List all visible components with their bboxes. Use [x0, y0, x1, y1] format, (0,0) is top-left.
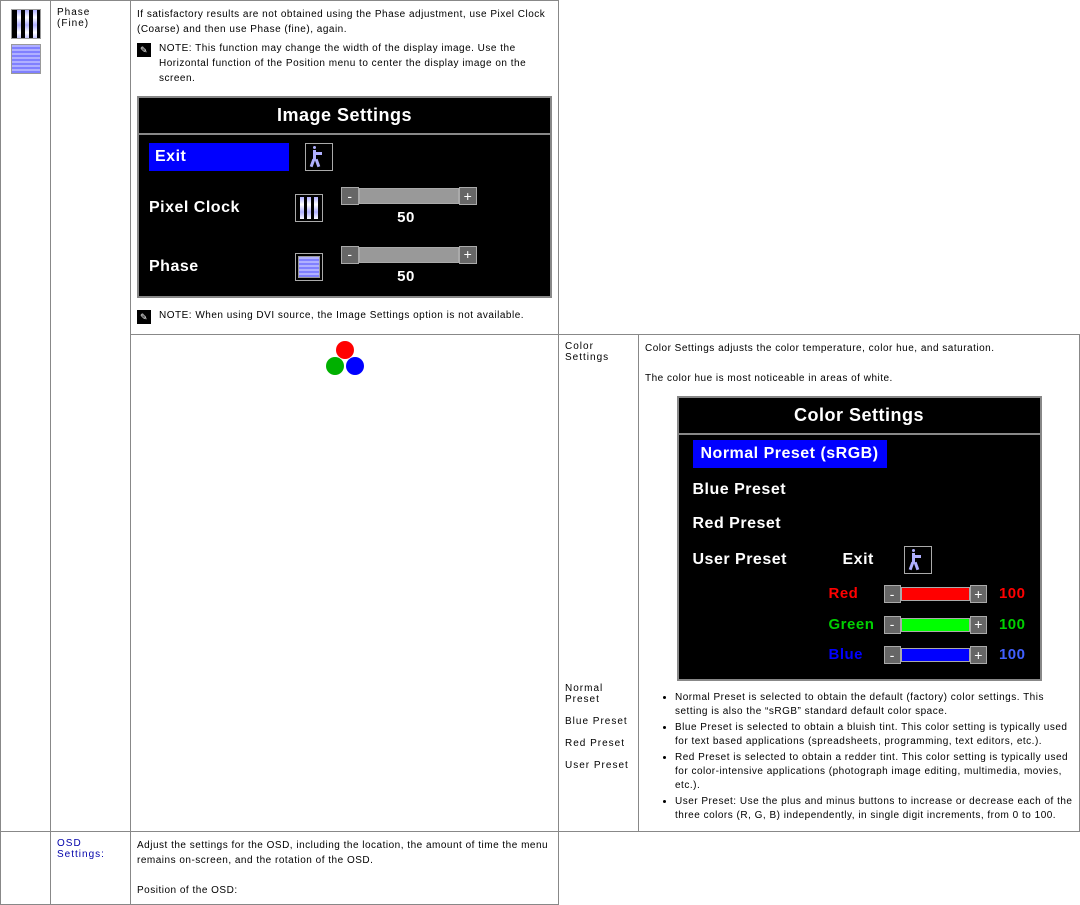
red-preset-option[interactable]: Red Preset — [693, 515, 782, 532]
manual-table: Phase (Fine) If satisfactory results are… — [0, 0, 1080, 905]
color-icon-cell — [131, 335, 559, 832]
pc-minus-button[interactable]: - — [341, 187, 359, 205]
color-content: Color Settings adjusts the color tempera… — [639, 335, 1080, 832]
phase-option[interactable]: Phase — [149, 255, 289, 279]
preset-bullets: Normal Preset is selected to obtain the … — [675, 691, 1073, 823]
blue-bar[interactable] — [901, 648, 970, 662]
red-value: 100 — [999, 583, 1026, 606]
red-preset-label: Red Preset — [565, 738, 632, 749]
blue-minus-button[interactable]: - — [884, 646, 901, 664]
note-icon: ✎ — [137, 43, 151, 57]
pc-value: 50 — [397, 207, 415, 230]
ph-minus-button[interactable]: - — [341, 246, 359, 264]
image-settings-title: Image Settings — [139, 98, 550, 135]
clock-lines-icon — [11, 44, 41, 74]
ph-value: 50 — [397, 266, 415, 289]
ph-plus-button[interactable]: + — [459, 246, 477, 264]
blue-preset-option[interactable]: Blue Preset — [693, 481, 787, 498]
note-1-text: NOTE: This function may change the width… — [159, 41, 552, 86]
pc-slider[interactable] — [359, 188, 459, 204]
osd-content: Adjust the settings for the OSD, includi… — [131, 831, 559, 904]
color-settings-title: Color Settings — [679, 398, 1040, 435]
bullet-blue: Blue Preset is selected to obtain a blui… — [675, 721, 1073, 749]
bullet-user: User Preset: Use the plus and minus butt… — [675, 795, 1073, 823]
user-exit-icon — [904, 546, 932, 574]
color-text-1: Color Settings adjusts the color tempera… — [645, 341, 1073, 356]
green-value: 100 — [999, 614, 1026, 637]
osd-label-cell: OSD Settings: — [51, 831, 131, 904]
normal-preset-label: Normal Preset — [565, 683, 632, 705]
exit-icon — [305, 143, 333, 171]
ph-slider[interactable] — [359, 247, 459, 263]
phase-label: Phase (Fine) — [51, 1, 131, 832]
green-minus-button[interactable]: - — [884, 616, 901, 634]
phase-intro-text: If satisfactory results are not obtained… — [137, 7, 552, 37]
red-label: Red — [829, 583, 884, 606]
blue-preset-label: Blue Preset — [565, 716, 632, 727]
osd-text: Adjust the settings for the OSD, includi… — [137, 838, 552, 868]
phase-wave-icon — [11, 9, 41, 39]
note-2: ✎ NOTE: When using DVI source, the Image… — [137, 308, 552, 324]
color-label-cell: Color Settings Normal Preset Blue Preset… — [559, 335, 639, 832]
red-plus-button[interactable]: + — [970, 585, 987, 603]
user-exit-option[interactable]: Exit — [843, 548, 898, 572]
pixel-clock-icon — [295, 194, 323, 222]
osd-icon-cell — [1, 831, 51, 904]
green-label: Green — [829, 614, 884, 637]
bullet-red: Red Preset is selected to obtain a redde… — [675, 751, 1073, 793]
user-preset-option[interactable]: User Preset — [693, 548, 843, 572]
note-icon: ✎ — [137, 310, 151, 324]
red-bar[interactable] — [901, 587, 970, 601]
color-settings-label: Color Settings — [565, 341, 632, 363]
color-settings-osd: Color Settings Normal Preset (sRGB) Blue… — [677, 396, 1042, 681]
rgb-circles-icon — [326, 341, 364, 379]
osd-settings-link[interactable]: OSD Settings: — [57, 838, 105, 860]
blue-plus-button[interactable]: + — [970, 646, 987, 664]
exit-option[interactable]: Exit — [149, 143, 289, 171]
bullet-normal: Normal Preset is selected to obtain the … — [675, 691, 1073, 719]
normal-preset-option[interactable]: Normal Preset (sRGB) — [693, 440, 887, 468]
color-text-2: The color hue is most noticeable in area… — [645, 371, 1073, 386]
phase-icon-cell — [1, 1, 51, 832]
red-minus-button[interactable]: - — [884, 585, 901, 603]
blue-label: Blue — [829, 644, 884, 667]
pc-plus-button[interactable]: + — [459, 187, 477, 205]
green-plus-button[interactable]: + — [970, 616, 987, 634]
green-bar[interactable] — [901, 618, 970, 632]
phase-option-icon — [295, 253, 323, 281]
blue-value: 100 — [999, 644, 1026, 667]
note-2-text: NOTE: When using DVI source, the Image S… — [159, 308, 524, 323]
image-settings-osd: Image Settings Exit Pixel Clock - + 50 — [137, 96, 552, 298]
pixel-clock-option[interactable]: Pixel Clock — [149, 196, 289, 220]
user-preset-label: User Preset — [565, 760, 632, 771]
phase-content: If satisfactory results are not obtained… — [131, 1, 559, 335]
note-1: ✎ NOTE: This function may change the wid… — [137, 41, 552, 86]
osd-text-2: Position of the OSD: — [137, 883, 552, 898]
